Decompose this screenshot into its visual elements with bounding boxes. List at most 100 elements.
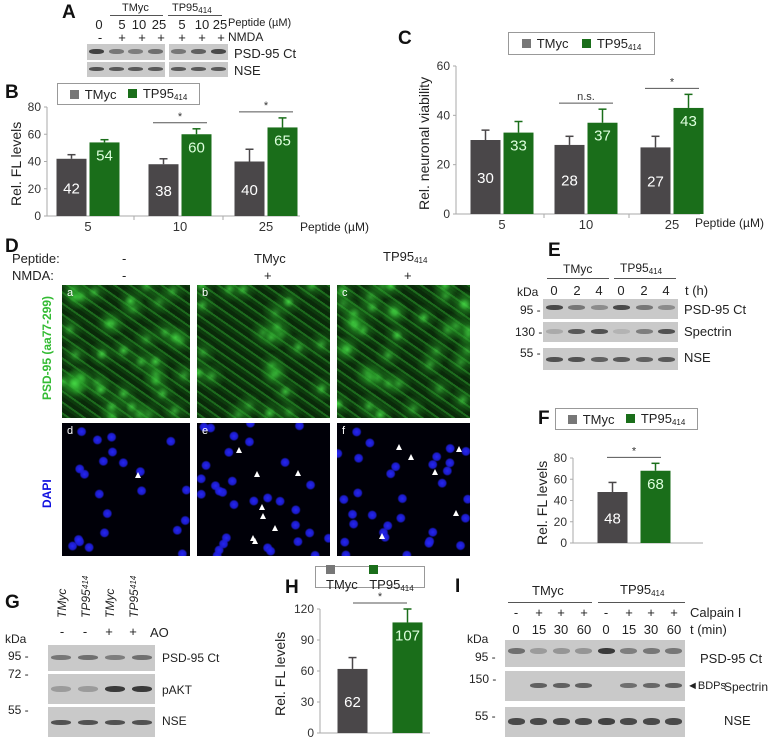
panel-label: C <box>398 28 412 49</box>
bar-tp95 <box>181 134 212 216</box>
band <box>665 648 683 654</box>
band <box>51 686 72 692</box>
band <box>89 67 105 71</box>
time-label: t (h) <box>685 283 709 298</box>
band <box>104 686 125 692</box>
psd95-image: b <box>197 285 330 418</box>
peptide-label: Peptide (µM) <box>228 17 292 29</box>
band <box>642 648 660 654</box>
chart-b: B TMyc TP95414 0 20 40 60 80 5 42 54 10 38 60 * 25 40 65 *… <box>0 80 370 235</box>
y-tick-label: 60 <box>28 127 42 141</box>
row-label: Spectrin <box>684 324 732 339</box>
band <box>104 720 125 725</box>
image-tag: b <box>202 287 209 299</box>
arrowhead-icon <box>395 444 402 451</box>
bar-value-label: 54 <box>96 147 113 164</box>
significance-label: * <box>378 591 383 603</box>
bar-value-label: 48 <box>604 511 621 528</box>
group-tp95: TP95414 <box>620 582 664 598</box>
marker: 72 - <box>8 667 29 681</box>
chart-legend: TMyc TP95414 <box>315 564 425 593</box>
lane-sub: 414 <box>81 575 90 590</box>
arrowhead-icon <box>432 469 439 476</box>
legend-swatch <box>521 39 531 48</box>
band <box>590 329 608 334</box>
legend-sub: 414 <box>627 42 642 52</box>
arrowhead-icon <box>250 534 257 541</box>
dapi-row-label: DAPI <box>40 479 54 508</box>
col-peptide-sub: 414 <box>414 256 428 265</box>
blot-g-nse <box>48 707 155 737</box>
significance-label: n.s. <box>577 91 595 103</box>
legend-swatch <box>581 38 591 48</box>
row-label: Spectrin <box>724 680 768 694</box>
legend-text: TP95 <box>596 35 628 51</box>
x-tick-label: 10 <box>173 219 187 234</box>
blot-a-nse-tp95 <box>169 62 228 77</box>
group-tmyc: TMyc <box>122 2 149 14</box>
band <box>590 357 608 362</box>
bar-tmyc <box>56 158 87 216</box>
image-tag: f <box>342 425 346 437</box>
arrowhead-icon <box>455 445 462 452</box>
band <box>642 718 660 725</box>
band <box>597 718 615 725</box>
lane-label: 4 <box>662 283 670 298</box>
x-tick-label: 10 <box>579 217 593 232</box>
row-label: NSE <box>234 63 261 78</box>
legend-sub: 414 <box>400 583 414 593</box>
panel-a-label: A <box>62 2 76 23</box>
band <box>507 718 525 725</box>
ao-label: AO <box>150 625 169 640</box>
band <box>545 305 563 310</box>
band <box>568 329 586 334</box>
band <box>108 49 124 54</box>
x-axis-label: Peptide (µM) <box>300 220 369 234</box>
panel-e-label: E <box>548 240 561 261</box>
legend-item-tmyc: TMyc <box>521 36 569 51</box>
band <box>191 67 206 71</box>
psd95-image: a <box>62 285 190 418</box>
band <box>507 648 525 654</box>
kda-label: kDa <box>5 632 27 646</box>
chart-legend: TMyc TP95414 <box>555 408 698 430</box>
marker: 150 - <box>469 672 497 686</box>
chart-plot: 0 20 40 60 80 48 68 * <box>554 445 703 550</box>
blot-a-nse-tmyc <box>87 62 165 77</box>
bar-value-label: 107 <box>395 627 420 644</box>
significance-label: * <box>178 111 183 123</box>
band <box>620 683 638 688</box>
lane-label: 0 <box>95 17 103 32</box>
time-label: t (min) <box>690 622 727 637</box>
band <box>128 67 144 71</box>
arrowhead-icon <box>254 471 261 478</box>
band <box>620 718 638 725</box>
lane-label: + <box>157 30 165 45</box>
image-tag: d <box>67 425 74 437</box>
lane-label: + <box>580 605 588 620</box>
lane-sub: 414 <box>129 575 138 590</box>
marker: 55 - <box>475 709 496 723</box>
lane-label: TMyc <box>103 566 117 618</box>
marker: 130 - <box>515 325 543 339</box>
legend-text: TMyc <box>536 36 569 51</box>
lane-label: 10 <box>131 17 147 32</box>
col-peptide-base: TP95 <box>383 249 415 264</box>
chart-f: F TMyc TP95414 0 20 40 60 80 48 68 * Rel. FL levels <box>530 400 768 560</box>
band <box>131 720 152 725</box>
y-tick-label: 90 <box>301 633 315 647</box>
group-tmyc: TMyc <box>563 262 593 276</box>
band <box>104 655 125 660</box>
lane-label: 2 <box>640 283 648 298</box>
calpain-label: Calpain I <box>690 605 742 620</box>
lane-label: 60 <box>666 622 682 637</box>
chart-plot: 0 20 40 60 80 5 42 54 10 38 60 * 25 40 65 * <box>28 100 300 234</box>
x-tick-label: 5 <box>498 217 505 232</box>
blot-i-psd95 <box>505 640 685 667</box>
bar-tp95 <box>503 132 534 214</box>
lane-label: + <box>557 605 565 620</box>
band <box>108 67 124 71</box>
blot-i-spectrin <box>505 671 685 701</box>
kda-label: kDa <box>467 632 489 646</box>
row-label: PSD-95 Ct <box>700 651 763 666</box>
